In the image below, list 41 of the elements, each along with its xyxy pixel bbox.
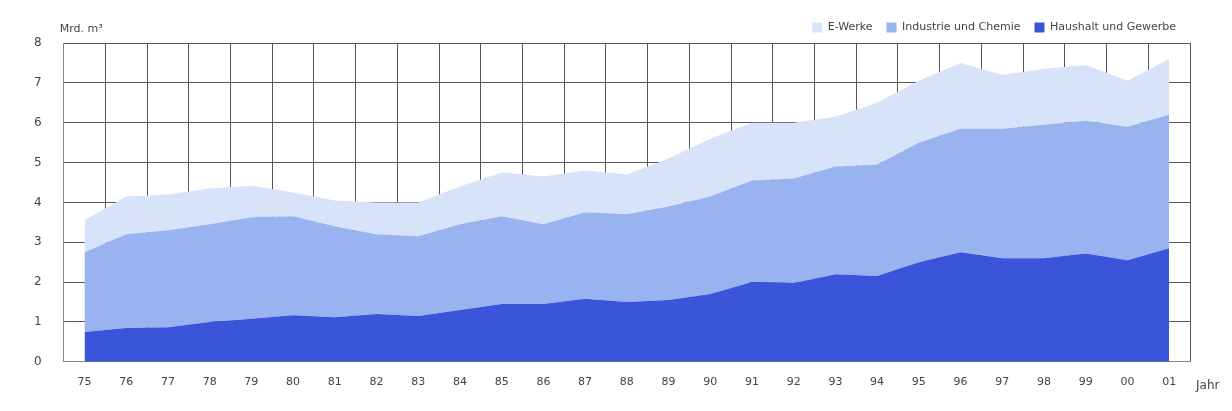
- x-tick-label: 81: [327, 375, 342, 389]
- x-tick-label: 86: [536, 375, 551, 389]
- x-tick-label: 82: [369, 375, 384, 389]
- x-tick-label: 76: [119, 375, 134, 389]
- y-axis-title: Mrd. m³: [59, 22, 103, 36]
- x-tick-label: 91: [744, 375, 759, 389]
- legend-label: E-Werke: [827, 20, 873, 34]
- y-tick-label: 2: [33, 274, 42, 289]
- x-tick-label: 89: [661, 375, 676, 389]
- x-tick-label: 95: [911, 375, 926, 389]
- x-tick-label: 90: [703, 375, 718, 389]
- x-tick-label: 79: [244, 375, 259, 389]
- x-tick-label: 88: [619, 375, 634, 389]
- y-tick-label: 5: [33, 154, 42, 169]
- y-tick-label: 8: [33, 35, 42, 50]
- x-tick-label: 96: [953, 375, 968, 389]
- x-tick-label: 75: [77, 375, 92, 389]
- y-tick-label: 3: [33, 234, 42, 249]
- x-tick-label: 84: [452, 375, 467, 389]
- y-tick-label: 6: [33, 114, 42, 129]
- x-tick-label: 85: [494, 375, 509, 389]
- x-tick-label: 94: [870, 375, 885, 389]
- x-tick-label: 99: [1078, 375, 1093, 389]
- x-tick-label: 92: [786, 375, 801, 389]
- x-axis-title: Jahr: [1195, 377, 1220, 392]
- x-tick-label: 98: [1036, 375, 1051, 389]
- legend-label: Haushalt und Gewerbe: [1049, 20, 1177, 34]
- x-tick-label: 01: [1162, 375, 1177, 389]
- y-tick-label: 1: [33, 314, 42, 329]
- x-tick-label: 97: [995, 375, 1010, 389]
- y-tick-label: 7: [33, 74, 42, 89]
- legend-label: Industrie und Chemie: [902, 20, 1021, 34]
- x-tick-label: 93: [828, 375, 843, 389]
- y-tick-label: 0: [33, 353, 42, 368]
- x-tick-label: 83: [411, 375, 426, 389]
- y-tick-label: 4: [33, 194, 42, 209]
- x-tick-label: 87: [578, 375, 593, 389]
- x-tick-label: 80: [286, 375, 301, 389]
- x-tick-label: 78: [202, 375, 217, 389]
- x-tick-label: 77: [160, 375, 175, 389]
- x-tick-label: 00: [1120, 375, 1135, 389]
